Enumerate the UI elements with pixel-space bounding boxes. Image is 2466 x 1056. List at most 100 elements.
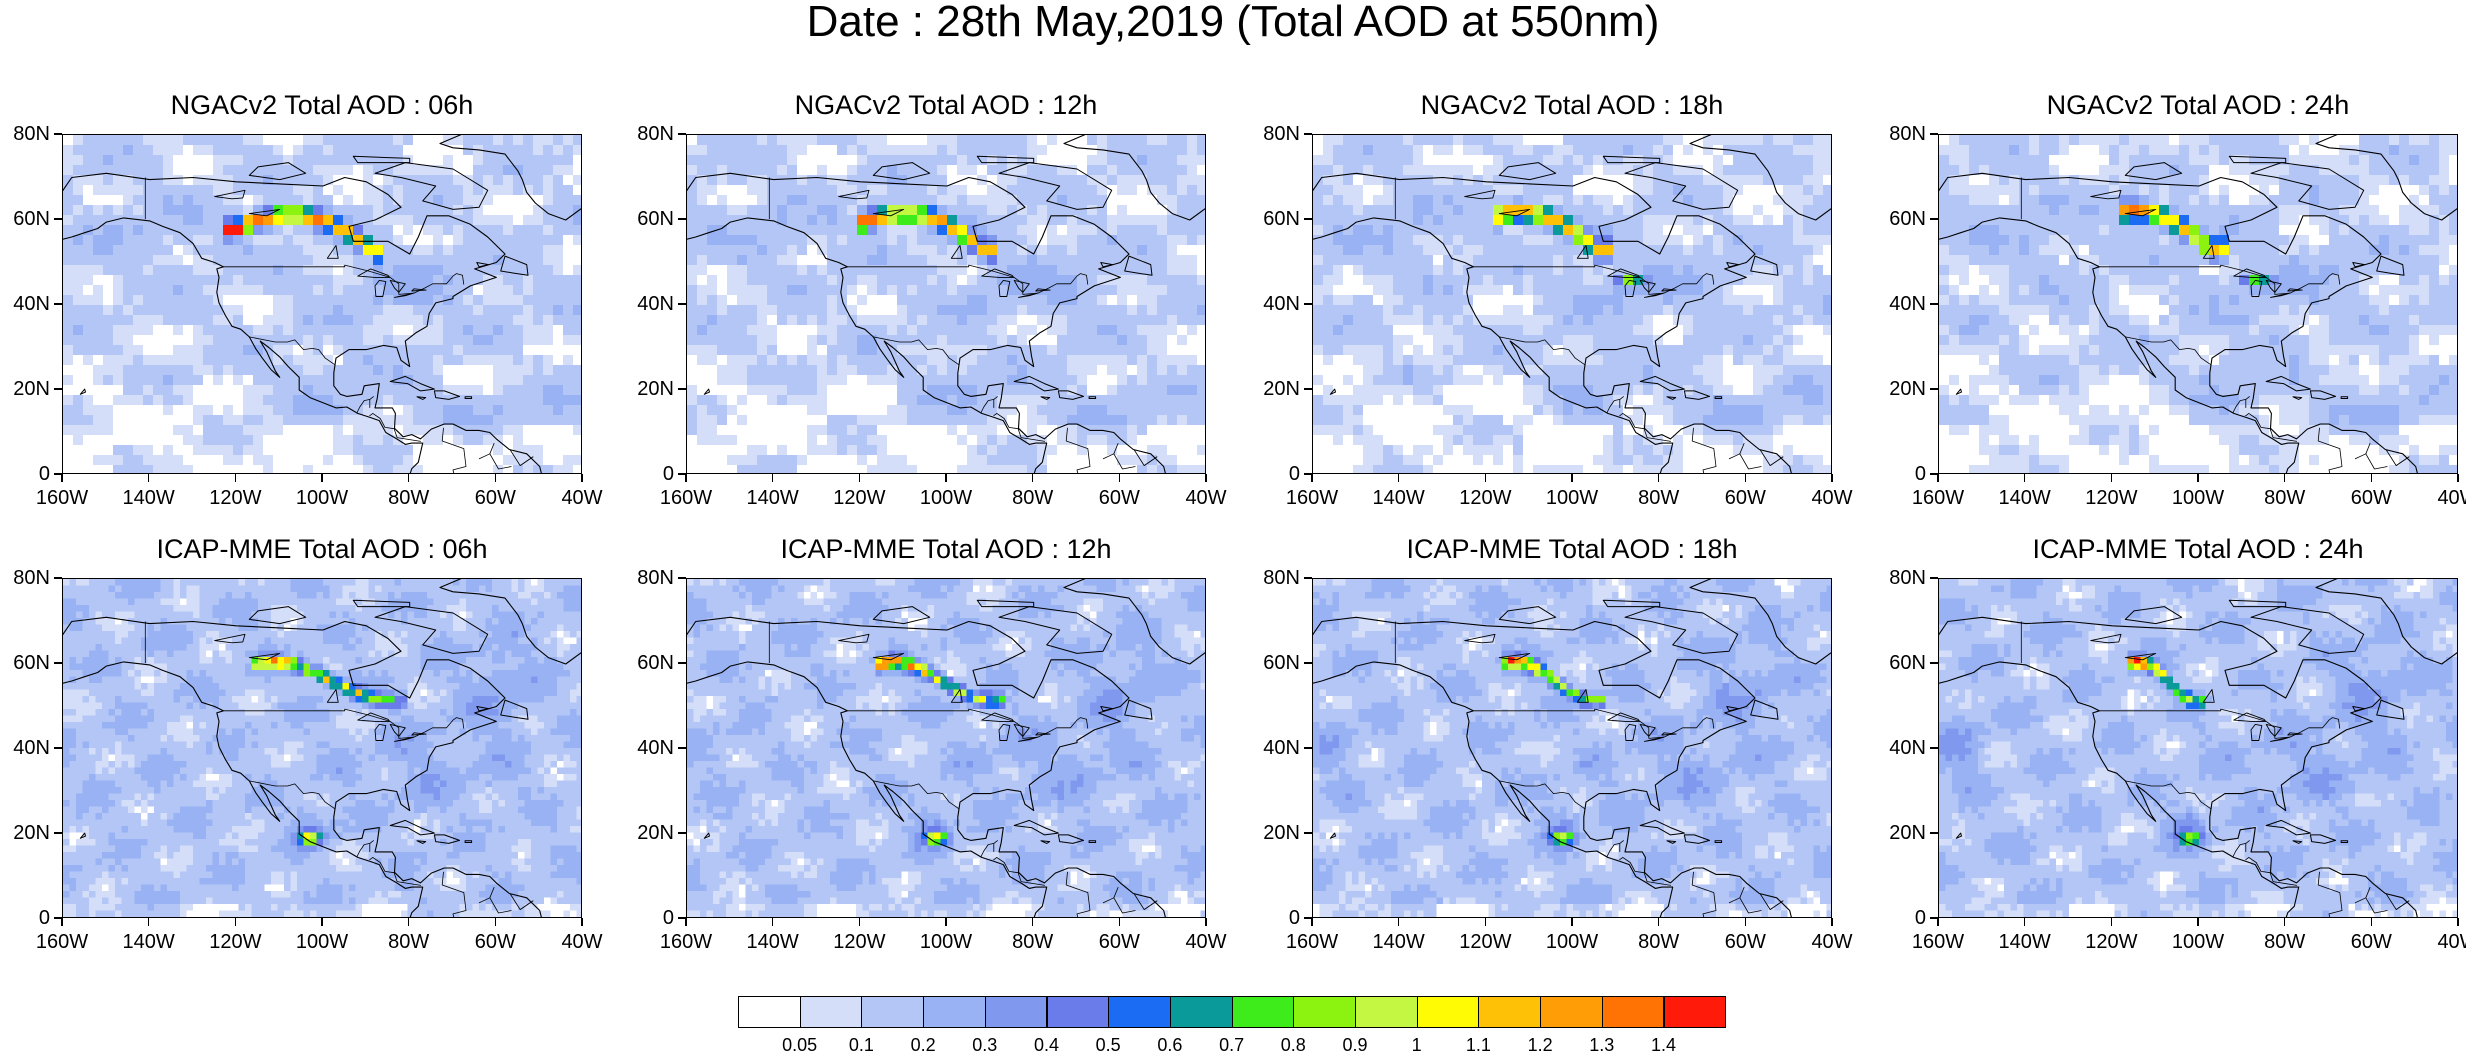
lat-tick-label: 80N: [1240, 568, 1300, 588]
lon-tick-label: 80W: [998, 932, 1068, 952]
colorbar-swatch: [1416, 996, 1480, 1028]
lon-tick-label: 140W: [1990, 932, 2060, 952]
aod-map-canvas: [687, 135, 1205, 473]
colorbar-swatch: [799, 996, 863, 1028]
lon-tick-mark: [858, 918, 861, 926]
lon-tick-label: 160W: [1903, 488, 1973, 508]
country-border: [2125, 780, 2212, 810]
colorbar-swatch: [1478, 996, 1542, 1028]
country-border: [489, 897, 512, 914]
lat-tick-label: 80N: [0, 568, 50, 588]
lon-tick-label: 60W: [1710, 932, 1780, 952]
lon-tick-mark: [147, 474, 150, 482]
lake-outline: [2270, 292, 2291, 298]
lat-tick-mark: [1304, 662, 1312, 664]
coastline-island: [1639, 375, 1685, 392]
colorbar-label: 0.3: [960, 1036, 1010, 1054]
lon-tick-mark: [1657, 474, 1660, 482]
coastline-island: [374, 606, 489, 654]
coastline-island: [2228, 599, 2287, 608]
lat-tick-mark: [54, 133, 62, 135]
lon-tick-label: 160W: [651, 932, 721, 952]
colorbar-swatch: [1601, 996, 1665, 1028]
aod-map-canvas: [1939, 579, 2457, 917]
coastline-island: [2265, 375, 2311, 392]
lake-outline: [2124, 208, 2157, 217]
lon-tick-label: 120W: [2076, 932, 2146, 952]
country-border: [2099, 708, 2341, 739]
lon-tick-mark: [1205, 918, 1207, 926]
panel-title: NGACv2 Total AOD : 06h: [2, 90, 642, 120]
coastline-island: [1329, 388, 1336, 395]
country-border: [2395, 900, 2410, 910]
lon-tick-label: 80W: [374, 488, 444, 508]
lon-tick-label: 100W: [2163, 488, 2233, 508]
lon-tick-label: 120W: [200, 488, 270, 508]
lon-tick-label: 160W: [1277, 932, 1347, 952]
lon-tick-mark: [1118, 474, 1121, 482]
country-border: [223, 708, 465, 739]
lat-tick-label: 40N: [1866, 738, 1926, 758]
lat-tick-label: 20N: [1866, 379, 1926, 399]
coastline-north-america: [1939, 616, 2418, 917]
aod-map: [62, 134, 582, 474]
aod-map: [1938, 134, 2458, 474]
lat-tick-label: 40N: [1240, 294, 1300, 314]
lon-tick-label: 160W: [1903, 932, 1973, 952]
lat-tick-label: 80N: [1866, 124, 1926, 144]
country-border: [873, 336, 960, 366]
country-border: [1739, 897, 1762, 914]
lat-tick-mark: [1930, 662, 1938, 664]
lake-outline: [838, 633, 870, 644]
panel-title: ICAP-MME Total AOD : 06h: [2, 534, 642, 564]
coastline-island: [703, 388, 710, 395]
coastline-island: [2309, 834, 2336, 844]
aod-map-canvas: [1939, 135, 2457, 473]
lon-tick-mark: [2197, 918, 2199, 926]
coastline-north-america: [687, 172, 1166, 473]
lon-tick-mark: [1831, 918, 1833, 926]
lat-tick-mark: [678, 133, 686, 135]
aod-field: [1313, 579, 1831, 917]
coastline-island: [464, 840, 473, 843]
coastline-island: [248, 162, 307, 181]
lon-tick-label: 160W: [27, 488, 97, 508]
lon-tick-label: 120W: [2076, 488, 2146, 508]
lat-tick-mark: [54, 473, 62, 475]
coastline-island: [79, 832, 86, 839]
coastline-island: [476, 706, 489, 712]
lon-tick-label: 80W: [1624, 488, 1694, 508]
country-border: [519, 456, 534, 466]
country-border: [1619, 856, 1671, 886]
lat-tick-mark: [54, 388, 62, 390]
aod-map: [62, 578, 582, 918]
panel-title: NGACv2 Total AOD : 18h: [1252, 90, 1892, 120]
country-border: [2365, 453, 2388, 470]
colorbar-label: 0.4: [1022, 1036, 1072, 1054]
coastline-island: [1955, 388, 1962, 395]
lake-outline: [374, 279, 387, 297]
lat-tick-label: 40N: [0, 738, 50, 758]
lon-tick-mark: [1657, 918, 1660, 926]
lake-outline: [2250, 723, 2263, 741]
colorbar-label: 1.3: [1577, 1036, 1627, 1054]
lat-tick-label: 40N: [1240, 738, 1300, 758]
lat-tick-mark: [678, 473, 686, 475]
lake-outline: [1576, 689, 1589, 703]
lat-tick-mark: [1930, 133, 1938, 135]
lake-outline: [981, 712, 1015, 722]
country-border: [1143, 900, 1158, 910]
lat-tick-label: 40N: [614, 738, 674, 758]
lon-tick-mark: [61, 918, 63, 926]
coastline-island: [1100, 262, 1113, 268]
country-border: [441, 871, 467, 917]
coastline-north-america: [63, 616, 542, 917]
lat-tick-label: 0: [614, 464, 674, 484]
lon-tick-mark: [858, 474, 861, 482]
lon-tick-label: 80W: [2250, 932, 2320, 952]
lon-tick-mark: [1484, 918, 1487, 926]
coastline-greenland: [439, 135, 581, 221]
lon-tick-label: 160W: [1277, 488, 1347, 508]
lake-outline: [2233, 712, 2267, 722]
country-border: [369, 856, 421, 886]
